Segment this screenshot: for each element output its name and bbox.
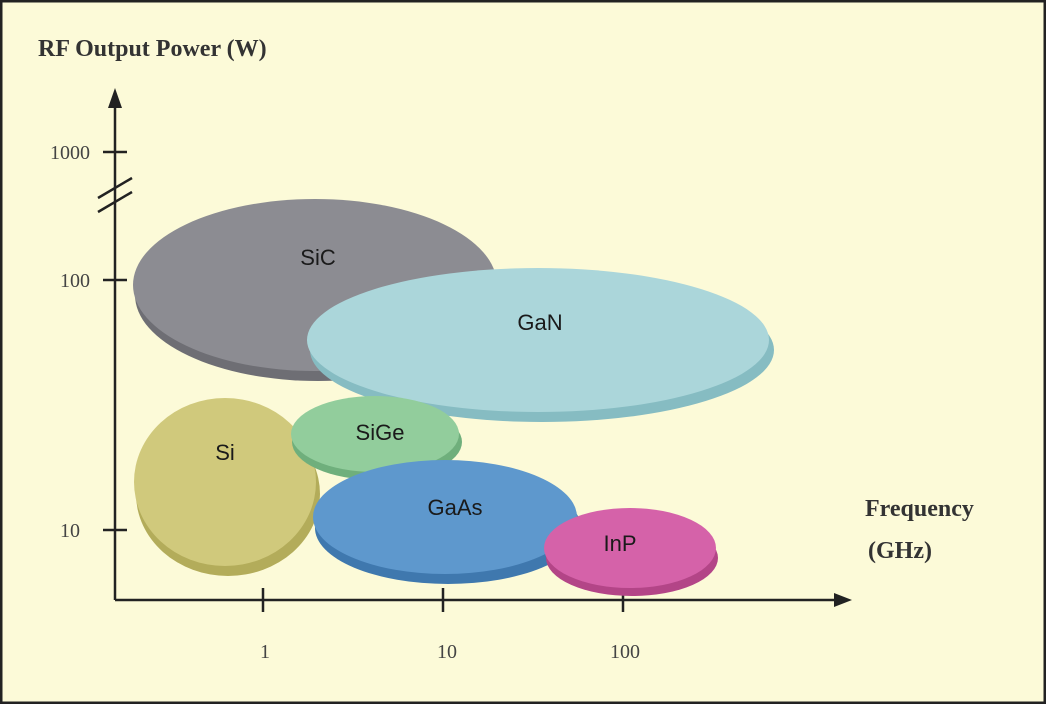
x-arrow bbox=[834, 593, 852, 607]
region-label: GaAs bbox=[427, 495, 482, 520]
region bbox=[313, 460, 577, 574]
x-axis-title: (GHz) bbox=[868, 538, 932, 564]
region bbox=[291, 396, 459, 472]
region-label: Si bbox=[215, 440, 235, 465]
x-tick-label: 100 bbox=[610, 641, 640, 663]
axis-break bbox=[97, 190, 133, 214]
y-tick-label: 100 bbox=[60, 270, 90, 292]
axis-break bbox=[97, 176, 133, 200]
region bbox=[307, 268, 769, 412]
y-arrow bbox=[108, 88, 122, 108]
region bbox=[544, 508, 716, 588]
y-tick-label: 1000 bbox=[50, 142, 90, 164]
region-label: InP bbox=[603, 531, 636, 556]
x-tick-label: 1 bbox=[260, 641, 270, 663]
x-axis-title: Frequency bbox=[865, 496, 974, 522]
y-axis-title: RF Output Power (W) bbox=[38, 36, 267, 62]
y-tick-label: 10 bbox=[60, 520, 80, 542]
x-tick-label: 10 bbox=[437, 641, 457, 663]
region-label: SiC bbox=[300, 245, 336, 270]
region-label: SiGe bbox=[356, 420, 405, 445]
region-label: GaN bbox=[517, 310, 562, 335]
region bbox=[134, 398, 316, 566]
